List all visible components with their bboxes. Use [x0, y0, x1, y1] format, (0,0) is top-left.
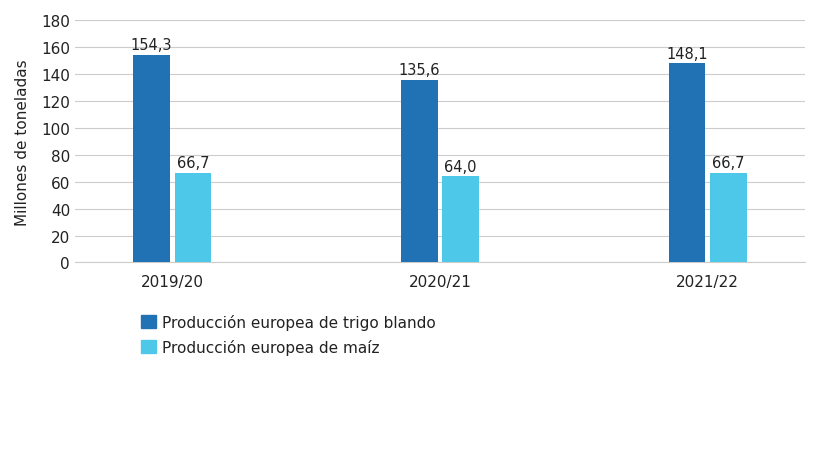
Text: 135,6: 135,6 — [398, 63, 440, 78]
Text: 148,1: 148,1 — [665, 46, 707, 62]
Bar — [400, 81, 437, 263]
Bar — [668, 64, 704, 263]
Text: 66,7: 66,7 — [711, 156, 744, 171]
Legend: Producción europea de trigo blando, Producción europea de maíz: Producción europea de trigo blando, Prod… — [141, 314, 436, 355]
Bar — [174, 173, 211, 263]
Bar — [442, 177, 478, 263]
Text: 66,7: 66,7 — [177, 156, 209, 171]
Text: 64,0: 64,0 — [444, 159, 477, 174]
Bar — [709, 173, 745, 263]
Bar — [133, 56, 170, 263]
Y-axis label: Millones de toneladas: Millones de toneladas — [15, 59, 30, 225]
Text: 154,3: 154,3 — [131, 38, 172, 53]
